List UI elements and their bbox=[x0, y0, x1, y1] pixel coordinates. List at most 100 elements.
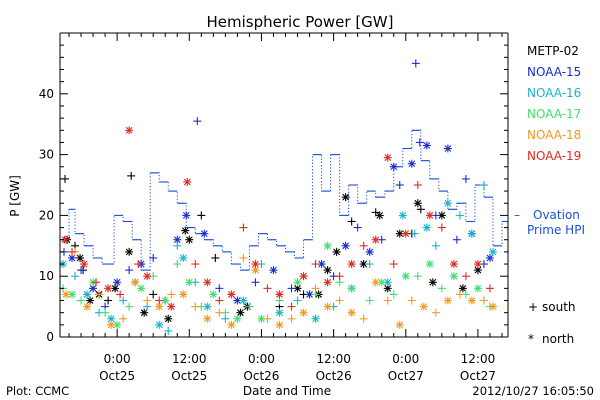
noaa-15-point bbox=[77, 266, 86, 275]
noaa-18-point bbox=[95, 290, 104, 299]
x-tick-label-date: Oct27 bbox=[388, 369, 424, 383]
axes-layer: 0 10 20 30 40 0:00 Oct25 12:00 Oct25 0:00 Oct26 12:… bbox=[39, 32, 509, 383]
chart-title: Hemispheric Power [GW] bbox=[207, 13, 394, 31]
noaa-17-point bbox=[437, 284, 446, 293]
noaa-15-point bbox=[422, 141, 431, 150]
metp-02-point bbox=[383, 284, 392, 293]
noaa-18-mark-d2 bbox=[83, 303, 91, 310]
noaa-17-point bbox=[68, 290, 77, 299]
noaa-19-point bbox=[155, 296, 164, 305]
noaa-18-point bbox=[488, 302, 497, 311]
metp-02-point bbox=[236, 308, 245, 317]
metp-02-point bbox=[458, 284, 467, 293]
noaa-18-mark-d2 bbox=[276, 321, 283, 329]
noaa-15-mark-d2 bbox=[113, 278, 121, 286]
metp-02-point bbox=[371, 208, 380, 217]
noaa-15-mark-d2 bbox=[318, 260, 325, 268]
noaa-19-mark-d2 bbox=[426, 212, 434, 219]
noaa-17-point bbox=[137, 284, 146, 293]
noaa-19-mark-d2 bbox=[61, 236, 69, 244]
noaa-18-point bbox=[143, 296, 152, 305]
noaa-18-mark-d2 bbox=[420, 303, 428, 310]
noaa-16-point bbox=[365, 260, 374, 269]
noaa-17-point bbox=[101, 308, 110, 317]
metp-02-mark-d2 bbox=[459, 284, 467, 292]
noaa-18-point bbox=[215, 308, 224, 317]
noaa-15-mark-d2 bbox=[89, 284, 97, 292]
noaa-19-point bbox=[473, 260, 482, 269]
noaa-19-point bbox=[449, 260, 458, 269]
metp-02-mark-d2 bbox=[429, 278, 437, 286]
noaa-19-point bbox=[401, 229, 410, 238]
metp-02-mark-d2 bbox=[237, 309, 244, 317]
noaa-17-mark-d2 bbox=[113, 321, 121, 329]
noaa-15-mark-d2 bbox=[390, 163, 398, 171]
noaa-17-mark-d2 bbox=[450, 272, 458, 280]
metp-02-mark-d2 bbox=[376, 212, 384, 219]
noaa-19-point bbox=[359, 241, 368, 250]
metp-02-point bbox=[111, 284, 120, 293]
noaa-17-point bbox=[449, 272, 458, 281]
noaa-15-mark-d2 bbox=[234, 297, 241, 304]
noaa-16-point bbox=[119, 296, 128, 305]
metp-02-mark-d2 bbox=[294, 284, 301, 292]
noaa-16-mark-d2 bbox=[423, 224, 431, 231]
noaa-16-point bbox=[455, 211, 464, 220]
noaa-15-point bbox=[452, 235, 461, 244]
metp-02-mark-d2 bbox=[384, 284, 392, 292]
legend-north-symbol: * bbox=[528, 332, 534, 346]
metp-02-mark-d2 bbox=[111, 284, 119, 292]
noaa-18-point bbox=[347, 308, 356, 317]
noaa-19-mark-d2 bbox=[372, 236, 380, 244]
noaa-19-point bbox=[80, 260, 89, 269]
noaa-16-mark-d2 bbox=[444, 199, 452, 207]
noaa-19-point bbox=[323, 278, 332, 287]
noaa-19-mark-d2 bbox=[125, 126, 133, 134]
noaa-16-point bbox=[155, 320, 164, 329]
metp-02-point bbox=[332, 247, 341, 256]
noaa-17-point bbox=[365, 296, 374, 305]
metp-02-point bbox=[127, 171, 136, 180]
noaa-18-point bbox=[323, 302, 332, 311]
noaa-19-point bbox=[191, 260, 200, 269]
noaa-15-mark-d2 bbox=[366, 248, 374, 256]
noaa-17-point bbox=[401, 272, 410, 281]
noaa-15-point bbox=[411, 59, 420, 68]
noaa-18-point bbox=[263, 314, 272, 323]
noaa-19-point bbox=[104, 284, 113, 293]
metp-02-point bbox=[86, 296, 95, 305]
noaa-17-mark-d2 bbox=[426, 260, 434, 268]
noaa-18-mark-d2 bbox=[468, 297, 476, 304]
noaa-19-mark-d2 bbox=[402, 230, 410, 238]
x-tick-label-date: Oct25 bbox=[171, 369, 207, 383]
metp-02-point bbox=[375, 211, 384, 220]
noaa-19-point bbox=[485, 284, 494, 293]
noaa-19-mark-d2 bbox=[183, 178, 191, 186]
noaa-19-point bbox=[215, 296, 224, 305]
legend-noaa-15: NOAA-15 bbox=[527, 65, 581, 79]
noaa-19-point bbox=[251, 260, 260, 269]
noaa-15-point bbox=[365, 247, 374, 256]
noaa-17-point bbox=[413, 272, 422, 281]
metp-02-mark-d2 bbox=[185, 236, 193, 244]
metp-02-point bbox=[125, 247, 134, 256]
noaa-17-point bbox=[245, 302, 254, 311]
noaa-18-point bbox=[107, 320, 116, 329]
metp-02-mark-d2 bbox=[342, 193, 350, 201]
noaa-17-point bbox=[389, 290, 398, 299]
y-tick-label: 20 bbox=[39, 208, 54, 222]
noaa-15-point bbox=[287, 284, 296, 293]
noaa-15-mark-d2 bbox=[444, 145, 452, 152]
legend-noaa-16: NOAA-16 bbox=[527, 86, 581, 100]
y-tick-label: 0 bbox=[46, 330, 54, 344]
metp-02-mark-d2 bbox=[360, 260, 368, 268]
metp-02-mark-d2 bbox=[324, 266, 331, 274]
noaa-17-mark-d2 bbox=[258, 315, 265, 323]
noaa-17-mark-d2 bbox=[185, 278, 193, 286]
noaa-16-point bbox=[467, 229, 476, 238]
x-tick-label-time: 0:00 bbox=[248, 352, 275, 366]
x-axis-label: Date and Time bbox=[243, 384, 331, 398]
metp-02-mark-d2 bbox=[396, 230, 404, 238]
metp-02-point bbox=[197, 211, 206, 220]
